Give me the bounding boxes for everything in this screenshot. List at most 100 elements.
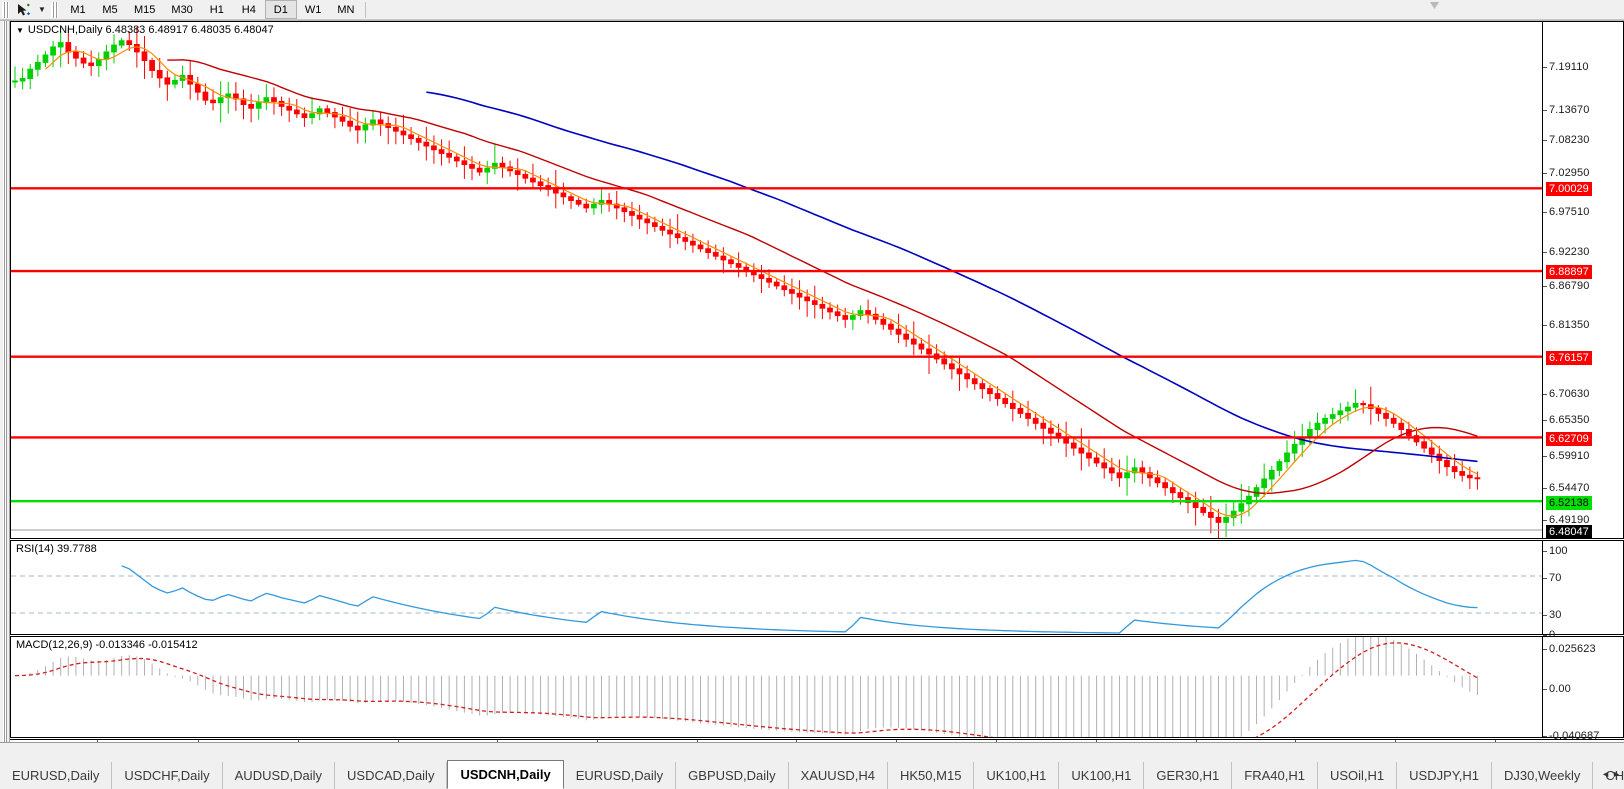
- candle-bearish: [613, 203, 620, 209]
- candle-bullish: [57, 42, 64, 48]
- resistance-level-700029[interactable]: 7.00029: [1546, 182, 1592, 196]
- candle-bullish: [857, 310, 864, 317]
- timeframe-h4[interactable]: H4: [233, 0, 265, 19]
- resistance-level-676157[interactable]: 6.76157: [1546, 351, 1592, 365]
- price-axis[interactable]: 7.19110 7.13670 7.08230 7.02950 6.97510 6.922…: [1542, 22, 1623, 585]
- timeframe-m15[interactable]: M15: [126, 0, 163, 19]
- candle-bullish: [1124, 472, 1130, 479]
- candle-bearish: [141, 51, 148, 62]
- price-plot[interactable]: [11, 22, 1542, 538]
- resistance-level-688897[interactable]: 6.88897: [1546, 265, 1592, 279]
- candle-bearish: [88, 62, 95, 67]
- candle-bullish: [1291, 443, 1298, 454]
- chart-tab-hk50-m15[interactable]: HK50,M15: [888, 762, 975, 789]
- candle-bullish: [19, 78, 26, 82]
- price-svg: [11, 26, 1542, 538]
- rsi-line: [121, 559, 1478, 634]
- candle-bullish: [1307, 428, 1313, 438]
- chart-tab-eurusd-daily[interactable]: EURUSD,Daily: [0, 762, 113, 789]
- macd-plot[interactable]: [11, 637, 1542, 737]
- timeframe-d1[interactable]: D1: [264, 0, 297, 19]
- candle-bullish: [1322, 417, 1328, 424]
- candle-bullish: [591, 203, 597, 209]
- support-level-652138[interactable]: 6.52138: [1546, 496, 1592, 510]
- symbol-ohlc-text: USDCNH,Daily 6.48383 6.48917 6.48035 6.4…: [27, 24, 274, 36]
- chart-tab-eurusd-daily[interactable]: EURUSD,Daily: [564, 762, 677, 789]
- chart-frame: ▼ USDCNH,Daily 6.48383 6.48917 6.48035 6.…: [0, 20, 1624, 758]
- chart-tab-usdjpy-h1[interactable]: USDJPY,H1: [1397, 762, 1492, 789]
- axis-tick-mark: [1543, 689, 1547, 690]
- rsi-axis-tick: 30: [1549, 609, 1562, 621]
- candle-bearish: [377, 119, 384, 125]
- left-grip[interactable]: [0, 21, 10, 743]
- chart-tab-china300-h1[interactable]: CHINA300,H1: [1593, 762, 1624, 789]
- macd-axis[interactable]: 0.025623 0.00 -0.040687: [1542, 637, 1623, 742]
- timeframe-m5[interactable]: M5: [94, 0, 126, 19]
- toolbar-grip[interactable]: [2, 1, 9, 18]
- candle-bearish: [354, 125, 361, 131]
- chart-tab-label: DJ30,Weekly: [1504, 768, 1581, 783]
- chart-tab-audusd-daily[interactable]: AUDUSD,Daily: [223, 762, 336, 789]
- timeframe-m30[interactable]: M30: [163, 0, 200, 19]
- rsi-pane[interactable]: RSI(14) 39.7788 100 70 30 0: [10, 540, 1624, 641]
- chart-tab-usdchf-daily[interactable]: USDCHF,Daily: [112, 762, 223, 789]
- candle-bearish: [994, 393, 1001, 400]
- candle-bearish: [697, 244, 704, 250]
- candle-bearish: [575, 199, 582, 205]
- candle-bearish: [712, 251, 719, 257]
- candle-bearish: [339, 116, 346, 122]
- tab-scroll-left-icon[interactable]: ◄: [1601, 769, 1610, 779]
- candle-bullish: [1268, 469, 1275, 480]
- timeframe-w1[interactable]: W1: [297, 0, 330, 19]
- timeframe-mn[interactable]: MN: [329, 0, 362, 19]
- candle-bearish: [461, 160, 468, 166]
- candle-bullish: [1131, 467, 1138, 474]
- timeframe-m1[interactable]: M1: [62, 0, 94, 19]
- tab-scroll-controls[interactable]: ◄ ►: [1598, 759, 1624, 789]
- timeframe-label: M1: [70, 3, 86, 16]
- candle-bullish: [316, 108, 323, 115]
- tab-scroll-right-icon[interactable]: ►: [1612, 769, 1621, 779]
- chart-tab-uk100-h1[interactable]: UK100,H1: [974, 762, 1060, 789]
- timeframe-group-grip[interactable]: [51, 1, 58, 18]
- price-pane[interactable]: ▼ USDCNH,Daily 6.48383 6.48917 6.48035 6.…: [10, 21, 1624, 585]
- axis-tick-mark: [1543, 456, 1547, 457]
- price-axis-tick: 6.92230: [1549, 246, 1590, 258]
- rsi-axis[interactable]: 100 70 30 0: [1542, 541, 1623, 641]
- candle-bearish: [964, 373, 970, 380]
- dropdown-caret-icon[interactable]: ▼: [38, 5, 46, 14]
- cursor-crosshair-icon[interactable]: [13, 1, 35, 19]
- candle-bearish: [796, 292, 803, 298]
- chart-tab-uk100-h1[interactable]: UK100,H1: [1059, 762, 1145, 789]
- scale-handle-icon[interactable]: [1430, 2, 1439, 9]
- resistance-level-662709[interactable]: 6.62709: [1546, 432, 1592, 446]
- candle-bearish: [781, 285, 788, 291]
- rsi-axis-tick: 0: [1549, 629, 1556, 641]
- chart-tab-usoil-h1[interactable]: USOil,H1: [1318, 762, 1398, 789]
- candle-bullish: [34, 61, 41, 70]
- chart-tab-dj30-weekly[interactable]: DJ30,Weekly: [1492, 762, 1594, 789]
- macd-pane[interactable]: MACD(12,26,9) -0.013346 -0.015412 0.0256…: [10, 636, 1624, 742]
- candle-bullish: [1230, 510, 1237, 518]
- chart-tab-usdcnh-daily[interactable]: USDCNH,Daily: [447, 760, 564, 789]
- candle-bullish: [172, 79, 178, 85]
- chart-tab-xauusd-h4[interactable]: XAUUSD,H4: [789, 762, 888, 789]
- price-axis-tick: 6.86790: [1549, 280, 1590, 292]
- price-axis-tick: 6.97510: [1549, 206, 1590, 218]
- timeframe-label: W1: [304, 3, 322, 16]
- top-toolbar: ▼ M1 M5 M15 M30 H1 H4 D1 W1 MN: [0, 0, 1624, 20]
- axis-tick-mark: [1543, 394, 1547, 395]
- chart-tab-gbpusd-daily[interactable]: GBPUSD,Daily: [676, 762, 789, 789]
- candle-bearish: [240, 98, 247, 106]
- candle-bearish: [149, 60, 155, 71]
- collapse-triangle-icon[interactable]: ▼: [16, 25, 24, 35]
- candle-bearish: [134, 43, 140, 53]
- chart-tab-fra40-h1[interactable]: FRA40,H1: [1232, 762, 1318, 789]
- chart-tab-ger30-h1[interactable]: GER30,H1: [1144, 762, 1233, 789]
- candle-bearish: [629, 211, 635, 216]
- rsi-plot[interactable]: [11, 541, 1542, 634]
- timeframe-h1[interactable]: H1: [201, 0, 233, 19]
- chart-tab-usdcad-daily[interactable]: USDCAD,Daily: [335, 762, 448, 789]
- last-price-label[interactable]: 6.48047: [1546, 525, 1592, 539]
